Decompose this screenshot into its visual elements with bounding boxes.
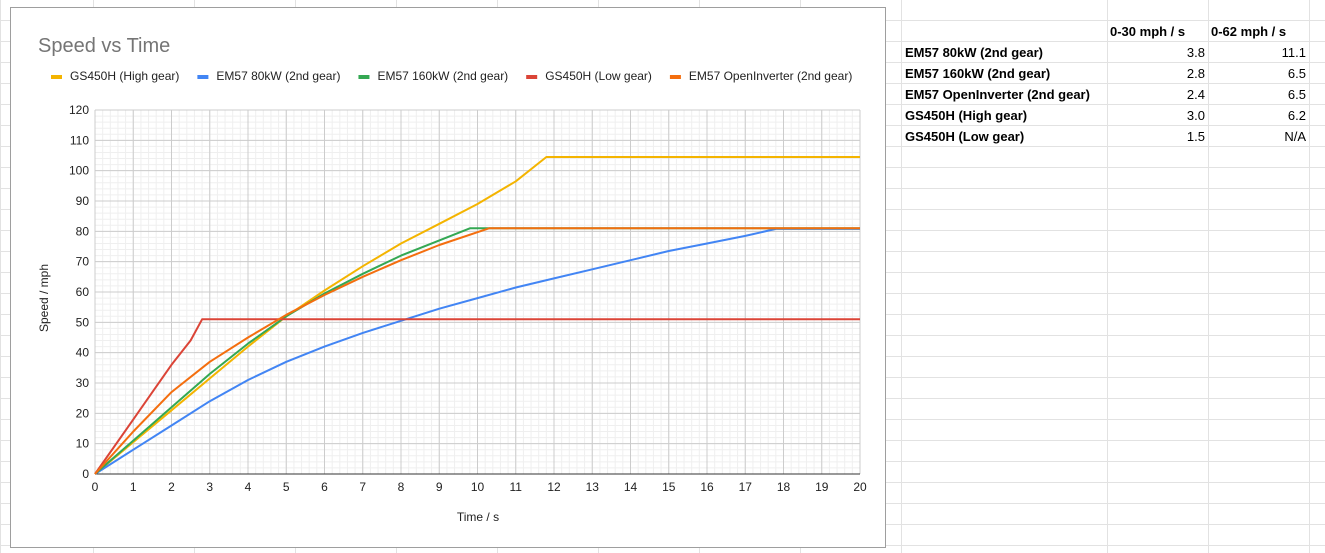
x-tick-label: 2 <box>168 480 175 494</box>
x-tick-label: 17 <box>739 480 753 494</box>
chart-title: Speed vs Time <box>38 35 170 57</box>
x-tick-label: 18 <box>777 480 791 494</box>
x-tick-label: 0 <box>92 480 99 494</box>
table-cell-0-62[interactable]: 6.2 <box>1287 108 1306 123</box>
y-tick-label: 0 <box>82 467 89 481</box>
x-tick-label: 6 <box>321 480 328 494</box>
x-tick-label: 9 <box>436 480 443 494</box>
table-row-label[interactable]: EM57 160kW (2nd gear) <box>905 66 1051 81</box>
legend-swatch <box>51 75 62 79</box>
x-tick-label: 4 <box>245 480 252 494</box>
plot-gridlines <box>94 109 861 475</box>
column-header-0-62[interactable]: 0-62 mph / s <box>1211 24 1287 39</box>
table-row-label[interactable]: EM57 OpenInverter (2nd gear) <box>905 87 1090 102</box>
y-tick-label: 100 <box>69 164 89 178</box>
series-line[interactable] <box>94 227 860 475</box>
table-cell-0-62[interactable]: N/A <box>1284 129 1306 144</box>
x-axis-title: Time / s <box>457 510 499 524</box>
legend-swatch <box>669 75 681 79</box>
y-tick-label: 70 <box>76 255 90 269</box>
x-tick-label: 20 <box>853 480 867 494</box>
table-cell-0-62[interactable]: 11.1 <box>1281 45 1306 60</box>
column-header-0-30[interactable]: 0-30 mph / s <box>1110 24 1186 39</box>
legend-label[interactable]: EM57 80kW (2nd gear) <box>216 69 340 83</box>
y-tick-label: 20 <box>76 406 90 420</box>
x-tick-label: 10 <box>471 480 485 494</box>
y-tick-label: 40 <box>76 346 90 360</box>
table-cell-0-30[interactable]: 2.8 <box>1186 66 1205 81</box>
legend-label[interactable]: EM57 160kW (2nd gear) <box>377 69 508 83</box>
x-tick-label: 1 <box>130 480 137 494</box>
legend-label[interactable]: GS450H (High gear) <box>70 69 179 83</box>
table-cell-0-30[interactable]: 3.8 <box>1186 45 1205 60</box>
y-tick-label: 90 <box>76 194 90 208</box>
legend-swatch <box>197 75 209 79</box>
series-line[interactable] <box>94 227 860 475</box>
table-row-label[interactable]: EM57 80kW (2nd gear) <box>905 45 1043 60</box>
x-tick-label: 11 <box>510 480 523 494</box>
y-tick-label: 50 <box>76 315 90 329</box>
table-row-label[interactable]: GS450H (Low gear) <box>905 129 1025 144</box>
x-tick-label: 8 <box>398 480 405 494</box>
chart-legend: GS450H (High gear) EM57 80kW (2nd gear) EM… <box>51 69 852 83</box>
table-cell-0-30[interactable]: 2.4 <box>1186 87 1205 102</box>
x-tick-label: 19 <box>815 480 829 494</box>
table-cell-0-30[interactable]: 1.5 <box>1186 129 1205 144</box>
table-cell-0-30[interactable]: 3.0 <box>1186 108 1205 123</box>
x-tick-label: 7 <box>359 480 366 494</box>
x-tick-label: 13 <box>586 480 600 494</box>
y-tick-label: 10 <box>76 437 90 451</box>
y-axis-title: Speed / mph <box>37 264 51 332</box>
y-tick-label: 60 <box>76 285 90 299</box>
y-tick-label: 30 <box>76 376 90 390</box>
legend-swatch <box>358 75 370 79</box>
y-tick-label: 120 <box>69 103 89 117</box>
series-line[interactable] <box>94 318 860 475</box>
x-tick-label: 14 <box>624 480 638 494</box>
chart-card[interactable]: 0 1 2 3 4 5 6 7 8 9 10 11 12 13 14 15 16 17 18 19 20 0 10 20 30 4… <box>10 7 886 548</box>
table-cell-0-62[interactable]: 6.5 <box>1287 87 1306 102</box>
axis-ticks: 0 1 2 3 4 5 6 7 8 9 10 11 12 13 14 15 16 17 18 19 2001020304… <box>69 103 867 494</box>
x-tick-label: 15 <box>662 480 676 494</box>
x-tick-label: 5 <box>283 480 290 494</box>
speed-time-chart: 0 1 2 3 4 5 6 7 8 9 10 11 12 13 14 15 16 17 18 19 2001020304… <box>37 35 867 524</box>
x-tick-label: 16 <box>700 480 714 494</box>
x-tick-label: 12 <box>547 480 561 494</box>
table-cell-0-62[interactable]: 6.5 <box>1287 66 1306 81</box>
plot-series <box>94 156 860 475</box>
x-tick-label: 3 <box>206 480 213 494</box>
legend-label[interactable]: EM57 OpenInverter (2nd gear) <box>689 69 852 83</box>
legend-label[interactable]: GS450H (Low gear) <box>545 69 652 83</box>
legend-swatch <box>526 75 538 79</box>
y-tick-label: 80 <box>76 224 90 238</box>
y-tick-label: 110 <box>70 133 89 147</box>
table-row-label[interactable]: GS450H (High gear) <box>905 108 1028 123</box>
series-line[interactable] <box>94 156 860 475</box>
